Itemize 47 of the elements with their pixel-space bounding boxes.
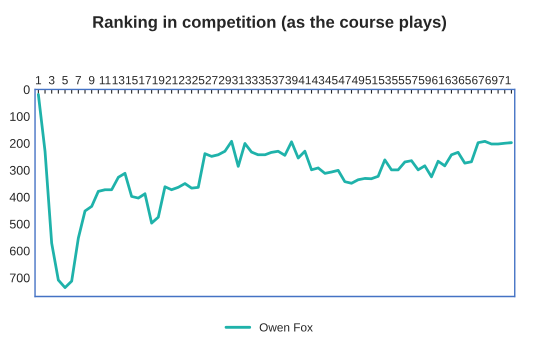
x-tick-label: 71 xyxy=(498,76,511,84)
x-tick-label: 7 xyxy=(76,76,82,84)
y-tick-label: 200 xyxy=(10,139,30,148)
y-tick-label: 600 xyxy=(10,246,30,256)
x-tick-label: 21 xyxy=(166,76,178,84)
x-tick-label: 25 xyxy=(192,76,204,84)
x-tick-label: 17 xyxy=(139,76,151,84)
x-tick-label: 41 xyxy=(298,76,311,84)
x-tick-label: 53 xyxy=(378,76,391,84)
y-tick-label: 0 xyxy=(24,85,30,94)
x-tick-label: 33 xyxy=(245,76,258,84)
line-series xyxy=(36,93,513,290)
x-tick-label: 47 xyxy=(338,76,351,84)
legend-label: Owen Fox xyxy=(260,323,313,332)
x-tick-label: 35 xyxy=(258,76,271,84)
x-tick-label: 19 xyxy=(152,76,164,84)
x-tick-label: 23 xyxy=(178,76,191,84)
x-tick-label: 37 xyxy=(272,76,284,84)
x-tick-label: 61 xyxy=(432,76,444,84)
x-tick-label: 15 xyxy=(126,76,138,84)
x-tick-label: 57 xyxy=(405,76,418,84)
x-tick-label: 13 xyxy=(112,76,124,84)
x-tick-label: 65 xyxy=(458,76,471,84)
y-tick-label: 700 xyxy=(10,273,30,282)
x-tick-label: 27 xyxy=(206,76,218,84)
x-tick-label: 51 xyxy=(365,76,378,84)
x-tick-label: 59 xyxy=(418,76,431,84)
x-tick-label: 67 xyxy=(472,76,484,84)
y-tick-label: 100 xyxy=(10,112,30,121)
x-tick-label: 55 xyxy=(392,76,404,84)
x-tick-label: 5 xyxy=(62,76,68,84)
x-tick-label: 43 xyxy=(312,76,324,84)
y-tick-label: 300 xyxy=(10,166,30,175)
x-tick-label: 39 xyxy=(285,76,298,84)
x-tick-label: 63 xyxy=(445,76,458,84)
x-tick-label: 49 xyxy=(352,76,364,84)
x-tick-label: 69 xyxy=(485,76,498,84)
x-tick-label: 3 xyxy=(48,76,54,84)
x-tick-label: 9 xyxy=(88,76,94,84)
y-tick-label: 400 xyxy=(10,192,30,202)
x-tick-label: 31 xyxy=(232,76,244,84)
y-tick-label: 500 xyxy=(10,220,30,229)
chart-title: Ranking in competition (as the course plays) xyxy=(93,16,446,32)
x-tick-label: 11 xyxy=(100,76,111,84)
x-tick-label: 45 xyxy=(325,76,338,84)
x-tick-label: 29 xyxy=(218,76,231,84)
x-tick-label: 1 xyxy=(36,76,42,84)
